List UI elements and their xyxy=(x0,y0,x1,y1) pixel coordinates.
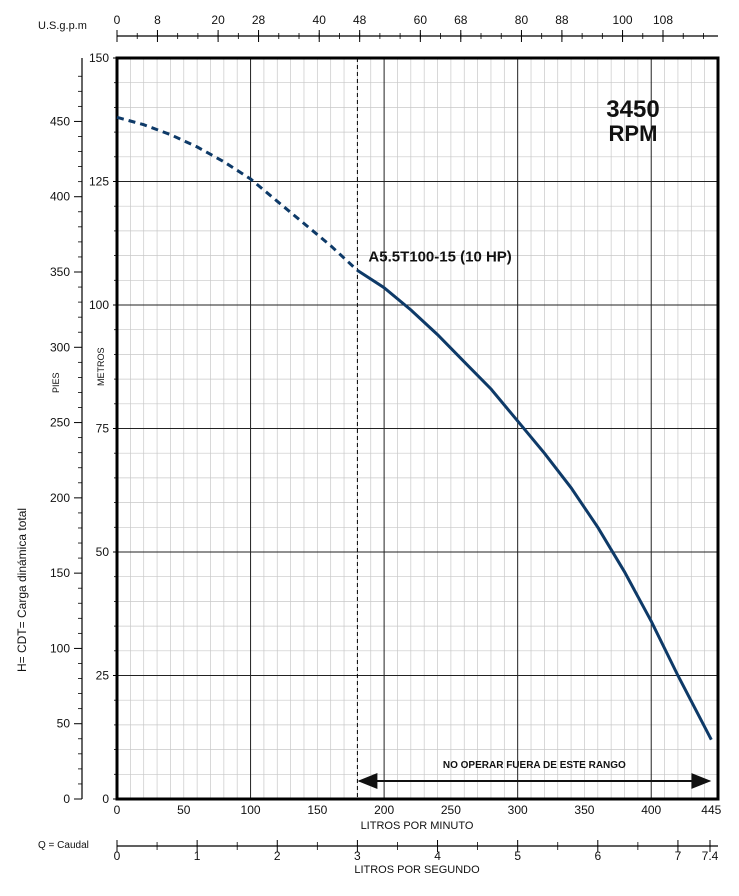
lps-tick-label: 0 xyxy=(114,849,121,863)
lpm-tick-label: 0 xyxy=(114,803,121,817)
meter-tick-label: 75 xyxy=(96,422,110,436)
meter-ticks: 0 25 50 75 100 125 150 xyxy=(89,51,117,806)
major-grid xyxy=(117,58,718,799)
feet-tick-label: 0 xyxy=(63,792,70,806)
gpm-tick-label: 0 xyxy=(114,13,121,27)
lpm-tick-label: 200 xyxy=(374,803,394,817)
gpm-tick-label: 8 xyxy=(154,13,161,27)
lpm-ticks: 0 50 100 150 200 250 300 350 400 445 xyxy=(114,803,722,817)
gpm-tick-label: 20 xyxy=(211,13,225,27)
meter-tick-label: 0 xyxy=(102,792,109,806)
lps-ticks: 0 1 2 3 4 5 6 7 7.4 xyxy=(114,840,719,863)
feet-tick-label: 200 xyxy=(50,491,70,505)
lps-tick-label: 7.4 xyxy=(702,849,719,863)
lpm-tick-label: 150 xyxy=(307,803,327,817)
meters-axis-label: METROS xyxy=(96,347,106,386)
lpm-tick-label: 400 xyxy=(641,803,661,817)
lpm-tick-label: 350 xyxy=(574,803,594,817)
meter-tick-label: 50 xyxy=(96,545,110,559)
feet-ticks: 0 50 100 150 200 250 300 350 400 450 xyxy=(50,75,82,806)
lpm-tick-label: 250 xyxy=(441,803,461,817)
gpm-tick-label: 60 xyxy=(414,13,428,27)
lpm-tick-label: 50 xyxy=(177,803,191,817)
pump-curve-solid-segment xyxy=(356,269,713,741)
feet-tick-label: 150 xyxy=(50,566,70,580)
series-label: A5.5T100-15 (10 HP) xyxy=(368,248,511,265)
gpm-tick-label: 100 xyxy=(613,13,633,27)
rpm-value: 3450 xyxy=(606,96,659,123)
lps-tick-label: 2 xyxy=(274,849,281,863)
rpm-unit: RPM xyxy=(609,121,658,146)
lps-axis-label: LITROS POR SEGUNDO xyxy=(354,864,480,876)
feet-tick-label: 50 xyxy=(57,717,71,731)
lps-tick-label: 5 xyxy=(514,849,521,863)
feet-tick-label: 350 xyxy=(50,265,70,279)
meter-tick-label: 25 xyxy=(96,669,110,683)
gpm-tick-label: 68 xyxy=(454,13,468,27)
lps-tick-label: 6 xyxy=(594,849,601,863)
gpm-ticks: 0 8 20 28 40 48 60 68 80 88 100 108 xyxy=(114,13,704,42)
gpm-tick-label: 40 xyxy=(313,13,327,27)
gpm-axis-label: U.S.g.p.m xyxy=(38,20,87,32)
gpm-tick-label: 108 xyxy=(653,13,673,27)
feet-axis-label: PIES xyxy=(51,372,61,393)
feet-tick-label: 300 xyxy=(50,340,70,354)
gpm-tick-label: 88 xyxy=(555,13,569,27)
lps-tick-label: 4 xyxy=(434,849,441,863)
gpm-tick-label: 80 xyxy=(515,13,529,27)
gpm-tick-label: 28 xyxy=(252,13,266,27)
lpm-axis-label: LITROS POR MINUTO xyxy=(361,820,474,832)
pump-curve-dashed-segment xyxy=(116,115,359,272)
caudal-prefix: Q = Caudal xyxy=(38,840,89,851)
feet-tick-label: 450 xyxy=(50,114,70,128)
lps-tick-label: 3 xyxy=(354,849,361,863)
lps-tick-label: 7 xyxy=(675,849,682,863)
meter-tick-label: 150 xyxy=(89,51,109,65)
lps-tick-label: 1 xyxy=(194,849,201,863)
lpm-tick-label: 445 xyxy=(701,803,721,817)
y-axis-title: H= CDT= Carga dinámica total xyxy=(15,508,29,672)
feet-tick-label: 400 xyxy=(50,190,70,204)
operating-range-label: NO OPERAR FUERA DE ESTE RANGO xyxy=(443,760,626,771)
meter-tick-label: 100 xyxy=(89,298,109,312)
gpm-tick-label: 48 xyxy=(353,13,367,27)
lpm-tick-label: 100 xyxy=(241,803,261,817)
feet-tick-label: 250 xyxy=(50,416,70,430)
feet-tick-label: 100 xyxy=(50,641,70,655)
meter-tick-label: 125 xyxy=(89,175,109,189)
lpm-tick-label: 300 xyxy=(508,803,528,817)
